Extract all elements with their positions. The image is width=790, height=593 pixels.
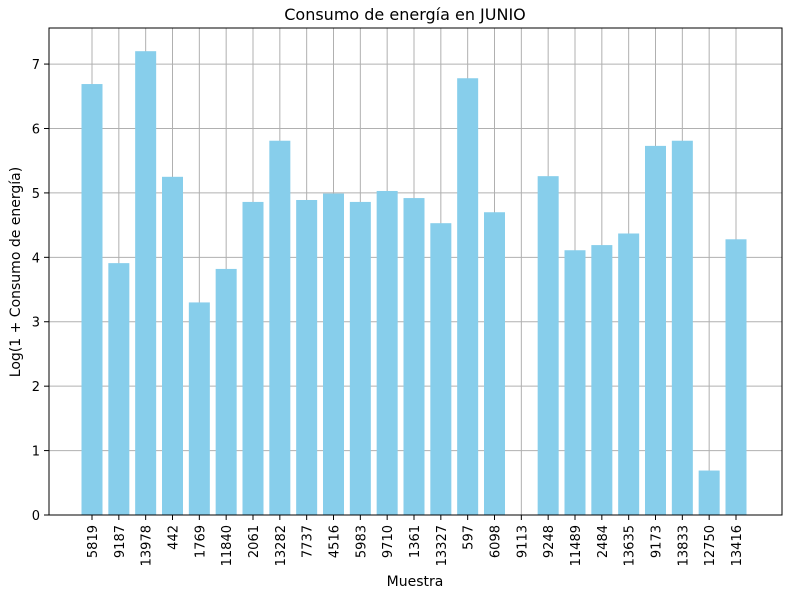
x-tick-label: 13282 <box>274 525 289 566</box>
bar <box>591 245 613 515</box>
y-axis-title: Log(1 + Consumo de energía) <box>8 167 24 377</box>
x-tick-label: 1361 <box>408 525 423 558</box>
bar <box>430 223 452 515</box>
x-tick-label: 9113 <box>515 525 530 558</box>
bar <box>376 190 398 515</box>
bar <box>537 176 559 515</box>
bar <box>698 470 720 515</box>
x-tick-label: 13327 <box>435 525 450 566</box>
bar <box>349 201 371 515</box>
y-tick-label: 1 <box>32 445 40 460</box>
bar <box>403 198 425 516</box>
bar <box>725 239 747 515</box>
y-tick-label: 7 <box>32 58 40 73</box>
bar <box>162 176 183 516</box>
x-tick-label: 9248 <box>542 525 557 558</box>
bar <box>108 263 130 515</box>
y-tick-label: 3 <box>32 316 40 331</box>
x-tick-label: 4516 <box>328 525 343 558</box>
bar <box>457 78 479 515</box>
bar <box>188 302 210 515</box>
x-tick-label: 9710 <box>381 525 396 558</box>
x-tick-label: 597 <box>462 525 477 550</box>
bar <box>645 145 666 515</box>
x-tick-label: 9173 <box>650 525 665 558</box>
x-tick-label: 13978 <box>140 525 155 566</box>
x-tick-label: 13635 <box>623 525 638 566</box>
x-tick-label: 442 <box>167 525 182 550</box>
bar <box>215 268 237 515</box>
x-tick-label: 11489 <box>569 525 584 566</box>
axis-layer: 0 1 2 3 4 5 6 7 5819 9187 13978 442 1769 11840 2061 132… <box>32 27 783 566</box>
x-tick-label: 5983 <box>354 525 369 558</box>
x-tick-label: 9187 <box>113 525 128 558</box>
y-tick-label: 5 <box>32 187 40 202</box>
x-tick-label: 2061 <box>247 525 262 558</box>
x-tick-label: 11840 <box>220 525 235 566</box>
x-tick-label: 2484 <box>596 525 611 558</box>
bar <box>135 51 157 515</box>
bar-layer <box>81 51 747 516</box>
y-tick-label: 6 <box>32 122 40 137</box>
x-tick-label: 7737 <box>301 525 316 558</box>
bar <box>618 233 640 515</box>
bar <box>671 140 693 515</box>
bar <box>564 250 586 515</box>
x-tick-label: 13416 <box>730 525 745 566</box>
x-tick-label: 6098 <box>489 525 504 558</box>
bar <box>484 212 505 515</box>
bar <box>269 140 291 515</box>
x-tick-label: 5819 <box>86 525 101 558</box>
x-axis-title: Muestra <box>387 574 444 590</box>
y-tick-label: 4 <box>32 251 40 266</box>
chart-title: Consumo de energía en JUNIO <box>284 5 526 24</box>
y-tick-label: 2 <box>32 380 40 395</box>
bar <box>323 193 344 515</box>
plot-frame <box>48 27 783 516</box>
bar <box>81 84 103 516</box>
y-tick-label: 0 <box>32 509 40 524</box>
x-tick-label: 13833 <box>676 525 691 566</box>
bar <box>296 199 318 515</box>
x-tick-label: 12750 <box>703 525 718 566</box>
bar <box>242 201 264 515</box>
x-tick-label: 1769 <box>193 525 208 558</box>
